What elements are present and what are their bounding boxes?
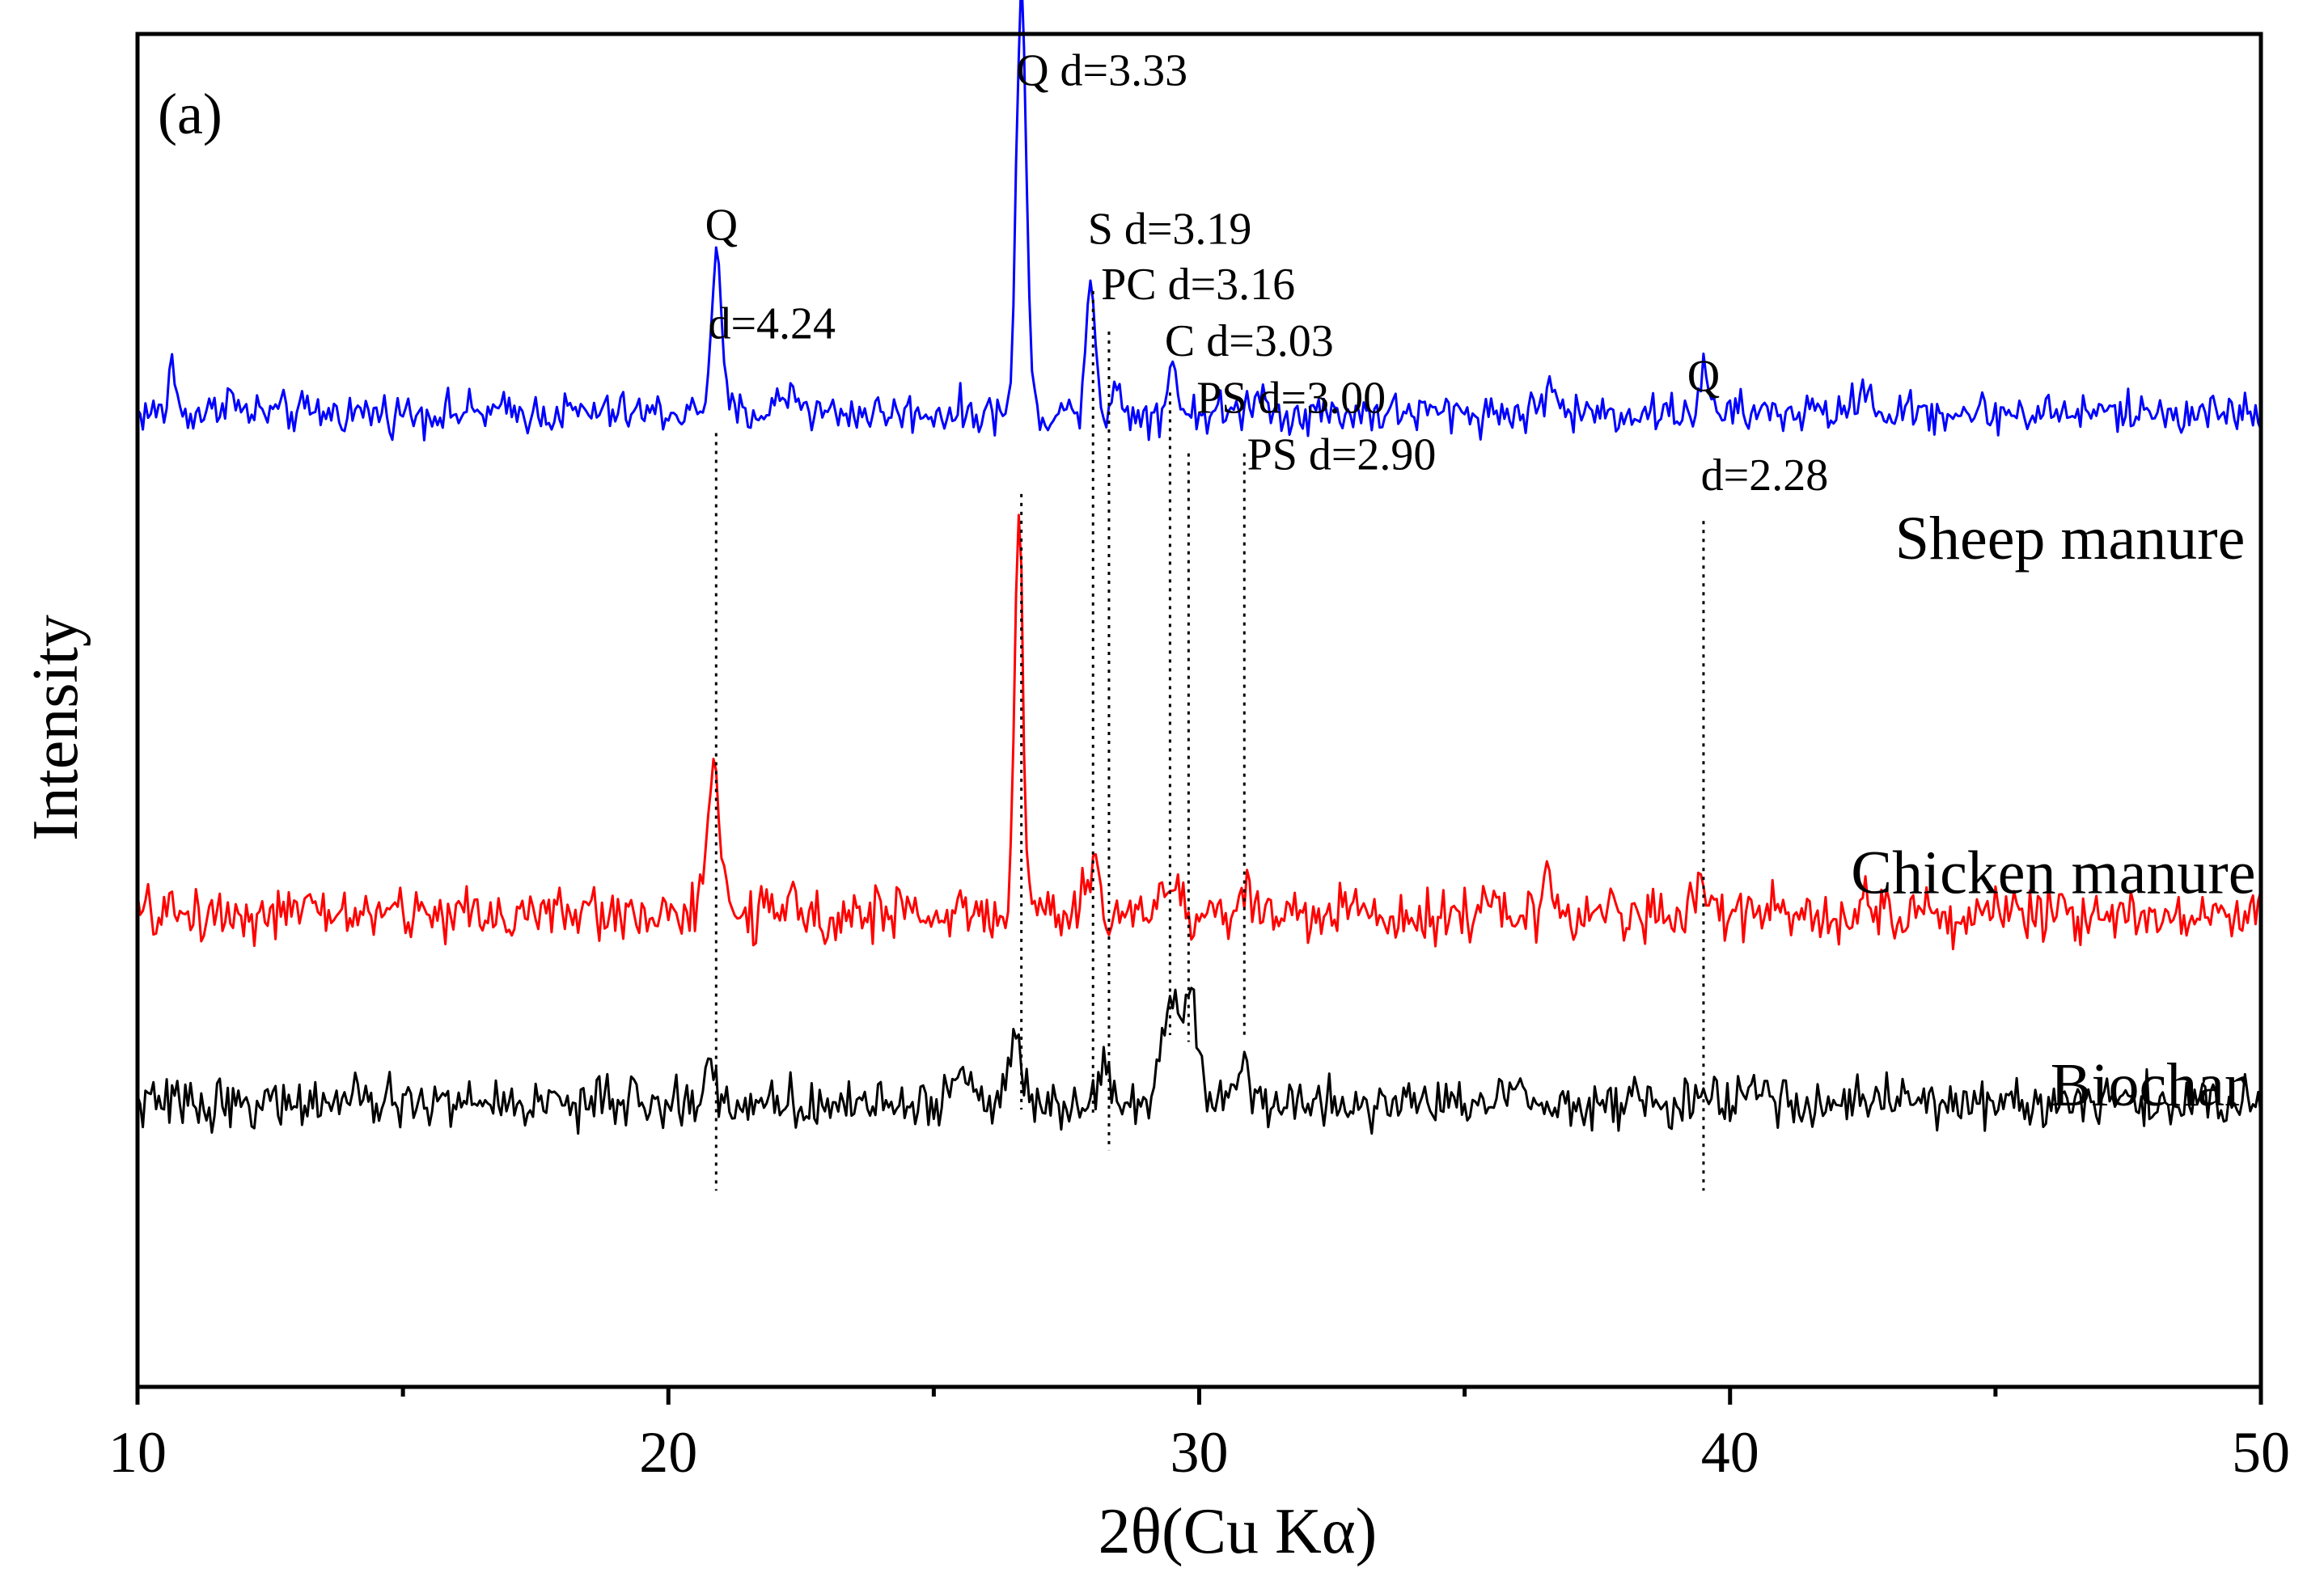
series-layer bbox=[136, 0, 2263, 1135]
x-tick-label: 50 bbox=[2232, 1420, 2290, 1485]
peak-annotation: d=4.24 bbox=[708, 298, 836, 349]
peak-annotation: S d=3.19 bbox=[1088, 204, 1252, 254]
peak-annotation: C d=3.03 bbox=[1165, 316, 1334, 366]
x-tick-label: 40 bbox=[1701, 1420, 1759, 1485]
series-line-sheep-manure bbox=[136, 0, 2263, 442]
y-axis-title: Intensity bbox=[20, 615, 91, 841]
series-line-chicken-manure bbox=[136, 514, 2263, 951]
peak-annotation: PC d=3.16 bbox=[1101, 260, 1295, 310]
series-label-biochar: Biochar bbox=[2051, 1051, 2246, 1119]
peak-annotation: PS d=2.90 bbox=[1247, 430, 1437, 480]
peak-annotation: PS d=3.00 bbox=[1196, 373, 1386, 423]
peak-annotation: Q bbox=[1687, 352, 1720, 402]
peak-annotation: Q d=3.33 bbox=[1016, 46, 1187, 96]
peak-annotation: d=2.28 bbox=[1701, 450, 1829, 501]
series-label-chicken-manure: Chicken manure bbox=[1851, 839, 2255, 907]
reference-lines bbox=[714, 290, 1705, 1191]
x-axis-title: 2θ(Cu Kα) bbox=[1099, 1496, 1378, 1567]
axis-ticks: 10 20 30 40 50 bbox=[108, 1387, 2290, 1485]
chart-labels: Qd=4.24 Q d=3.33 S d=3.19 PC d=3.16 C d=3.03… bbox=[705, 46, 2256, 1119]
x-tick-label: 30 bbox=[1170, 1420, 1229, 1485]
x-tick-label: 10 bbox=[108, 1420, 167, 1485]
x-tick-label: 20 bbox=[639, 1420, 697, 1485]
panel-label: (a) bbox=[158, 82, 222, 146]
series-line-biochar bbox=[136, 987, 2263, 1135]
series-label-sheep-manure: Sheep manure bbox=[1895, 505, 2246, 573]
peak-annotation: Q bbox=[705, 200, 738, 250]
